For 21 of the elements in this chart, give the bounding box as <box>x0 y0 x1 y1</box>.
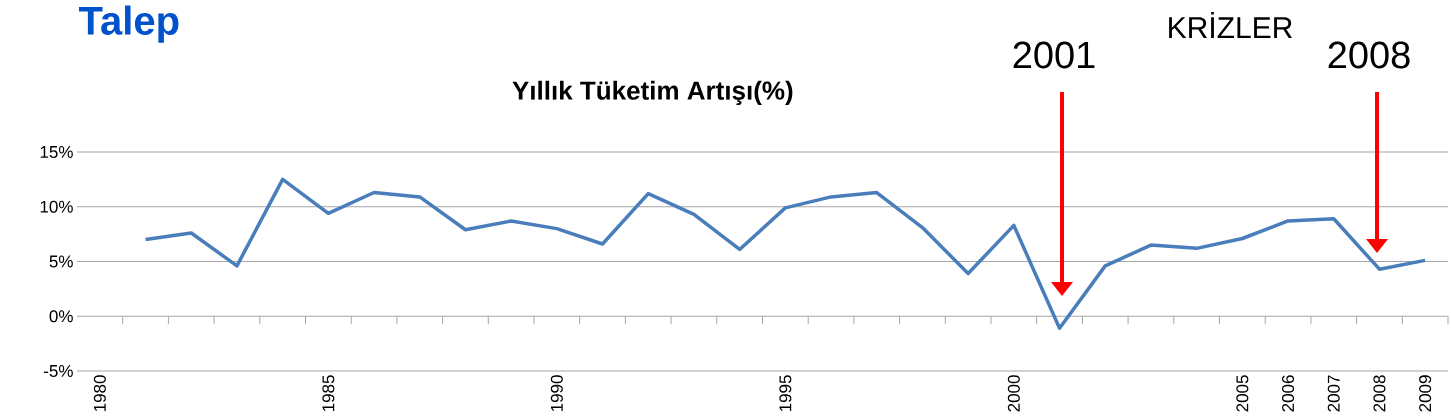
x-tick-label: 2008 <box>1373 375 1386 412</box>
y-tick-label: 15% <box>40 146 73 158</box>
x-tick-label: 2009 <box>1419 375 1432 412</box>
x-tick-label: 1990 <box>550 375 563 412</box>
x-tick-label: 2007 <box>1327 375 1340 412</box>
text: 2008 <box>1328 41 1410 69</box>
line-series <box>143 177 1427 331</box>
x-tick-label: 1995 <box>779 375 792 412</box>
y-tick-label: 0% <box>49 310 73 323</box>
text: 2001 <box>1013 41 1095 69</box>
chart-subtitle: Yıllık Tüketim Artışı(%) <box>512 80 793 105</box>
x-tick-label: 1985 <box>322 375 335 412</box>
chart-title: Talep <box>79 5 179 43</box>
y-tick-label: 10% <box>40 200 73 213</box>
y-tick-label: 5% <box>49 255 73 268</box>
x-tick-label: 2006 <box>1282 375 1295 412</box>
x-tick-label: 2005 <box>1236 375 1249 412</box>
x-tick-label: 1980 <box>93 375 106 412</box>
text: KRİZLER <box>1169 11 1292 39</box>
x-tick-label: 2000 <box>1007 375 1020 412</box>
y-tick-label: -5% <box>43 365 73 377</box>
